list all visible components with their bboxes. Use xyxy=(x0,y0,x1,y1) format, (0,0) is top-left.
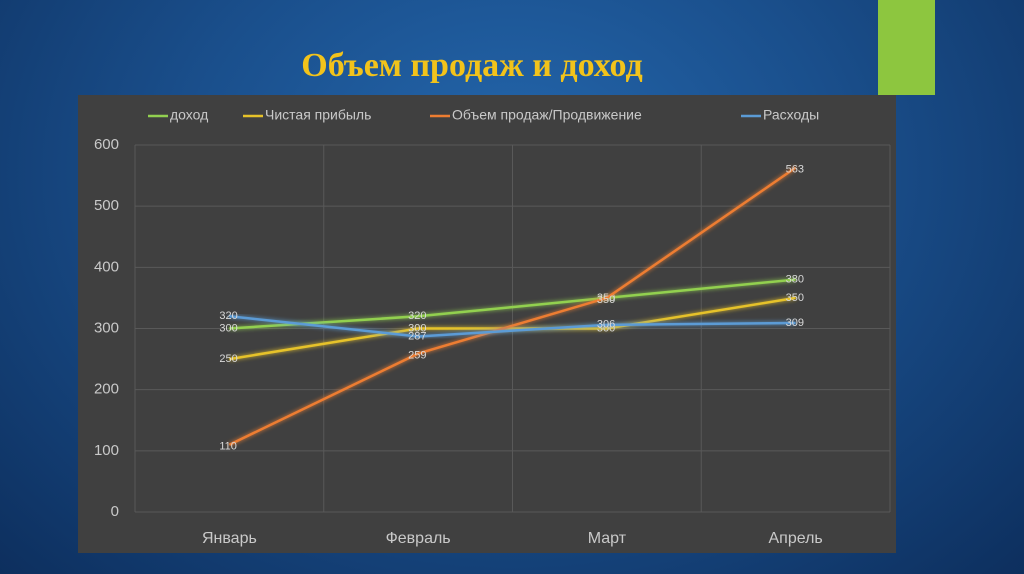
data-label: 380 xyxy=(786,273,804,285)
data-label: 110 xyxy=(219,441,237,453)
data-label: 320 xyxy=(219,310,237,322)
y-tick-label: 300 xyxy=(94,319,119,336)
data-label: 300 xyxy=(408,322,426,334)
data-label: 250 xyxy=(219,353,237,365)
series-line xyxy=(229,278,796,330)
data-label: 300 xyxy=(219,322,237,334)
accent-block xyxy=(878,0,935,95)
y-tick-label: 0 xyxy=(111,503,119,520)
chart-title: Объем продаж и доход xyxy=(301,47,642,84)
data-label: 350 xyxy=(597,294,615,306)
y-tick-label: 500 xyxy=(94,197,119,214)
series-line xyxy=(228,166,797,446)
data-label: 287 xyxy=(408,330,426,342)
data-label: 350 xyxy=(786,292,804,304)
y-tick-label: 400 xyxy=(94,258,119,275)
data-label: 320 xyxy=(408,310,426,322)
x-tick-label: Февраль xyxy=(386,530,451,547)
y-tick-label: 200 xyxy=(94,381,119,398)
legend-label: Расходы xyxy=(763,107,819,123)
data-label: 306 xyxy=(597,319,615,331)
data-label: 259 xyxy=(408,349,426,361)
x-tick-label: Январь xyxy=(202,530,257,547)
legend-label: Объем продаж/Продвижение xyxy=(452,107,642,123)
series-line xyxy=(229,296,796,361)
series-line xyxy=(229,315,796,338)
x-tick-label: Март xyxy=(588,530,627,547)
legend-label: доход xyxy=(170,107,208,123)
x-tick-label: Апрель xyxy=(768,530,822,547)
y-tick-label: 600 xyxy=(94,136,119,153)
data-label: 309 xyxy=(786,317,804,329)
y-tick-label: 100 xyxy=(94,442,119,459)
data-label: 563 xyxy=(786,164,804,176)
legend-label: Чистая прибыль xyxy=(265,107,371,123)
